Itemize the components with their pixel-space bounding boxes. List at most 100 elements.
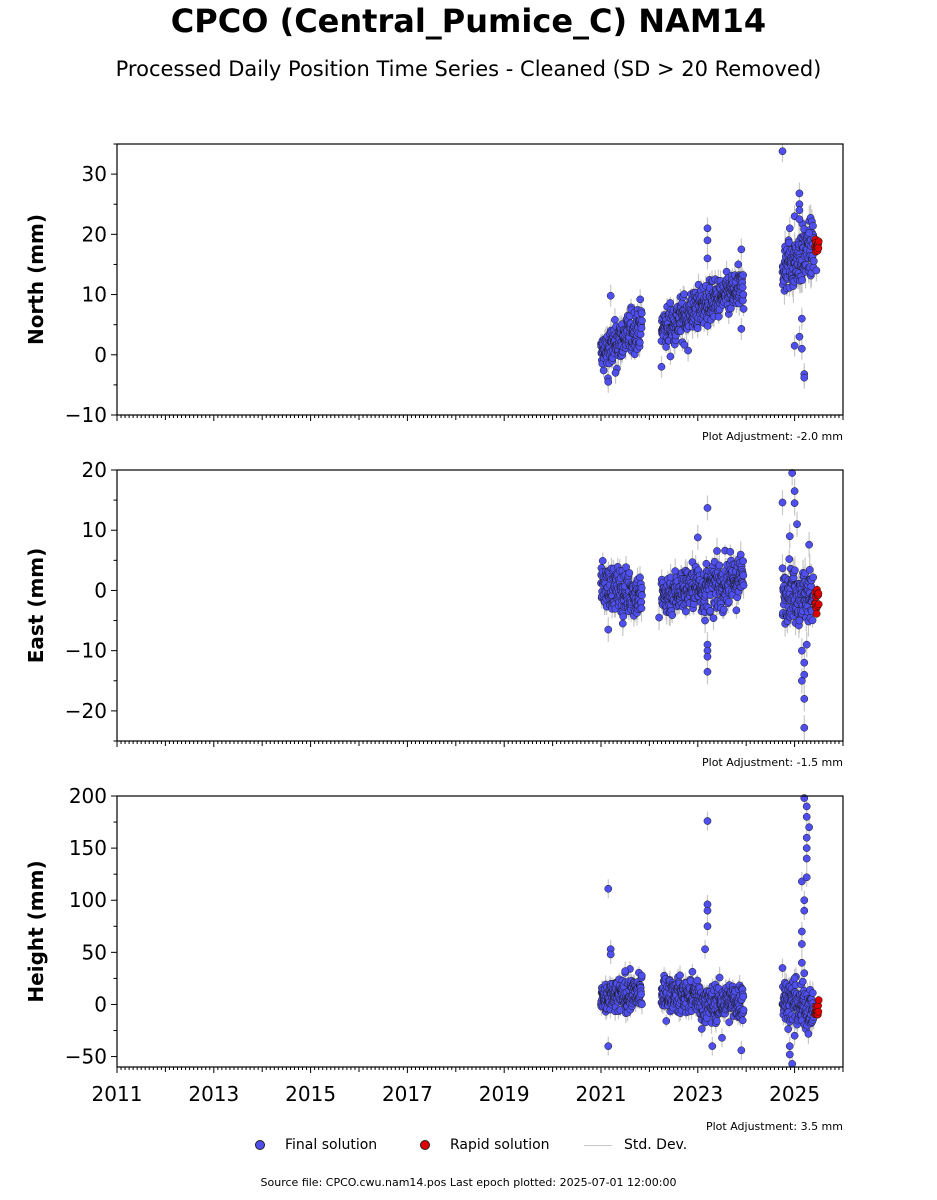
rapid-point [814,589,823,598]
y-tick-label: 150 [69,836,107,860]
y-axis-label: East (mm) [24,548,48,664]
final-point [739,581,748,590]
final-point [738,1016,747,1025]
final-point [805,565,814,574]
final-point [636,295,645,304]
final-point [809,573,818,582]
final-point [778,498,787,507]
final-point [802,833,811,842]
final-point [809,222,817,230]
final-point [638,1000,646,1009]
final-point [599,366,608,375]
plot-adjustment-note: Plot Adjustment: -1.5 mm [702,756,843,769]
final-point [682,607,690,616]
final-point [706,607,714,615]
chart-subtitle: Processed Daily Position Time Series - C… [115,57,822,81]
final-point [785,224,794,233]
y-tick-label: 50 [82,940,107,964]
final-point [604,378,613,386]
final-point [798,646,806,655]
final-point [662,1017,671,1025]
final-point [724,597,733,606]
final-point [693,324,702,333]
final-point [725,1018,734,1027]
final-point [637,584,646,592]
final-point [795,215,804,224]
final-point [790,1031,799,1040]
chart-title: CPCO (Central_Pumice_C) NAM14 [170,2,767,40]
final-point [702,559,711,568]
final-point [703,322,712,330]
final-point [701,945,709,954]
y-tick-label: −50 [65,1045,107,1069]
final-point [790,341,799,350]
final-point [791,566,799,575]
rapid-point [814,996,823,1004]
final-point [637,990,645,999]
final-point [795,616,804,625]
final-point [737,325,746,333]
final-point [703,906,712,915]
data-points [597,794,823,1068]
final-point [625,569,634,577]
y-tick-label: −20 [65,699,107,723]
data-points [597,469,823,732]
final-point [810,257,818,265]
final-point [802,640,811,649]
final-point [709,614,718,623]
final-point [684,346,692,355]
final-point [739,271,747,279]
final-point [812,266,821,275]
final-point [621,967,630,975]
y-tick-label: 10 [82,283,107,307]
final-point [739,992,748,1001]
final-point [790,974,799,983]
final-point [666,352,675,361]
final-point [738,283,747,292]
final-point [798,927,806,936]
final-point [808,989,817,997]
final-point [726,547,735,556]
final-point [611,315,619,324]
y-tick-label: 10 [82,518,107,542]
plot-frame [116,795,844,1068]
final-point [785,555,794,563]
panel-1: −20 −10 0 10 20 East (mm) Plot Adjustment: -1.… [24,458,844,769]
final-point [714,312,723,321]
final-point [739,571,748,580]
final-point [606,291,615,300]
final-point [688,967,697,976]
final-point [800,723,809,732]
final-point [802,854,811,863]
final-point [798,940,806,948]
y-axis-label: Height (mm) [24,860,48,1002]
final-point [788,1060,797,1068]
final-point [636,573,644,582]
final-point [703,236,712,245]
final-point [703,922,712,931]
final-point [668,611,677,620]
final-point [800,658,809,667]
final-point [800,896,809,905]
final-point [676,971,684,980]
final-point [638,591,646,600]
final-point [798,276,806,284]
final-point [793,520,801,529]
final-point [657,362,666,371]
plot-frame [116,469,844,742]
final-point [604,1042,613,1051]
final-point [622,563,630,572]
y-tick-label: −10 [65,403,107,427]
final-point [619,612,628,621]
final-point [618,619,627,628]
rapid-point [814,237,823,246]
final-point [802,844,811,852]
final-point [736,550,745,559]
final-point [798,958,806,967]
final-point [715,561,724,570]
final-point [802,873,811,882]
final-point [713,547,721,555]
data-points [597,147,823,386]
